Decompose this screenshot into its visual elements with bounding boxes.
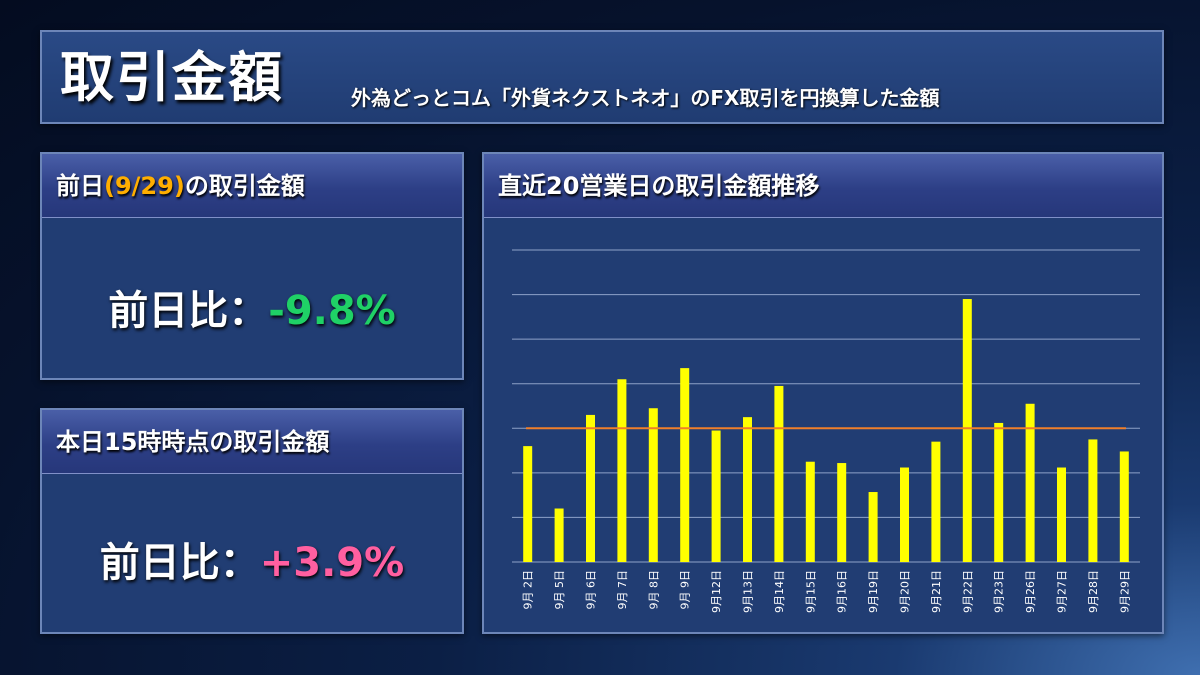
prev-day-change-row: 前日比：-9.8%: [42, 278, 462, 336]
prev-day-change: -9.8%: [268, 288, 396, 334]
bar: [1057, 467, 1066, 562]
x-tick-label: 9月 2日: [522, 570, 535, 610]
page-subtitle: 外為どっとコム「外貨ネクストネオ」のFX取引を円換算した金額: [351, 86, 940, 110]
bar: [837, 463, 847, 562]
today-compare-label: 前日比：: [99, 540, 260, 586]
prev-day-date: (9/29): [104, 172, 185, 200]
bar: [994, 422, 1004, 562]
prev-day-compare-label: 前日比：: [108, 288, 269, 334]
bar: [962, 299, 972, 562]
bar: [1025, 403, 1035, 562]
prev-day-label-pre: 前日: [56, 172, 104, 200]
x-tick-label: 9月 8日: [647, 570, 660, 610]
x-tick-label: 9月14日: [773, 570, 786, 613]
bar: [523, 446, 533, 562]
bar: [900, 467, 909, 562]
bar: [774, 385, 784, 562]
x-tick-label: 9月13日: [742, 570, 755, 613]
x-tick-label: 9月19日: [867, 570, 880, 613]
today-heading: 本日15時時点の取引金額: [42, 410, 462, 474]
bar: [586, 414, 595, 562]
x-tick-label: 9月15日: [804, 570, 817, 613]
bar: [743, 417, 752, 562]
x-tick-label: 9月16日: [836, 570, 849, 613]
x-tick-label: 9月 7日: [616, 570, 629, 610]
x-tick-label: 9月12日: [710, 570, 723, 613]
prev-day-panel: 前日(9/29)の取引金額 前日比：-9.8%: [40, 152, 464, 380]
chart-title: 直近20営業日の取引金額推移: [484, 154, 1162, 218]
today-change: +3.9%: [259, 540, 405, 586]
x-tick-label: 9月20日: [899, 570, 912, 613]
today-panel: 本日15時時点の取引金額 前日比：+3.9%: [40, 408, 464, 634]
x-tick-label: 9月27日: [1056, 570, 1069, 613]
bar-chart: 9月 2日 9月 5日 9月 6日 9月 7日 9月 8日 9月 9日 9月12日 9月13日…: [512, 249, 1140, 613]
x-tick-label: 9月26日: [1024, 570, 1037, 613]
bar: [617, 379, 627, 562]
x-tick-label: 9月23日: [993, 570, 1006, 613]
bar: [1088, 439, 1098, 562]
x-tick-label: 9月 5日: [553, 570, 566, 610]
x-tick-label: 9月21日: [930, 570, 943, 613]
x-tick-label: 9月28日: [1087, 570, 1100, 613]
prev-day-label-post: の取引金額: [184, 172, 305, 200]
today-change-row: 前日比：+3.9%: [42, 530, 462, 588]
x-tick-label: 9月22日: [961, 570, 974, 613]
x-tick-label: 9月 6日: [585, 570, 598, 610]
prev-day-heading: 前日(9/29)の取引金額: [42, 154, 462, 218]
title-bar: 取引金額 外為どっとコム「外貨ネクストネオ」のFX取引を円換算した金額: [40, 30, 1164, 124]
chart-panel: 直近20営業日の取引金額推移 9月 2日 9月 5日 9月 6日 9月 7日 9月 8日…: [482, 152, 1164, 634]
bar: [711, 430, 721, 562]
x-tick-label: 9月 9日: [679, 570, 692, 610]
bar: [554, 508, 564, 562]
x-tick-label: 9月29日: [1118, 570, 1131, 613]
bar: [805, 461, 815, 562]
bar: [868, 492, 878, 562]
page-title: 取引金額: [60, 46, 284, 109]
bar: [680, 368, 690, 562]
bar: [648, 408, 658, 562]
bar: [1119, 451, 1129, 562]
bar: [931, 441, 941, 562]
